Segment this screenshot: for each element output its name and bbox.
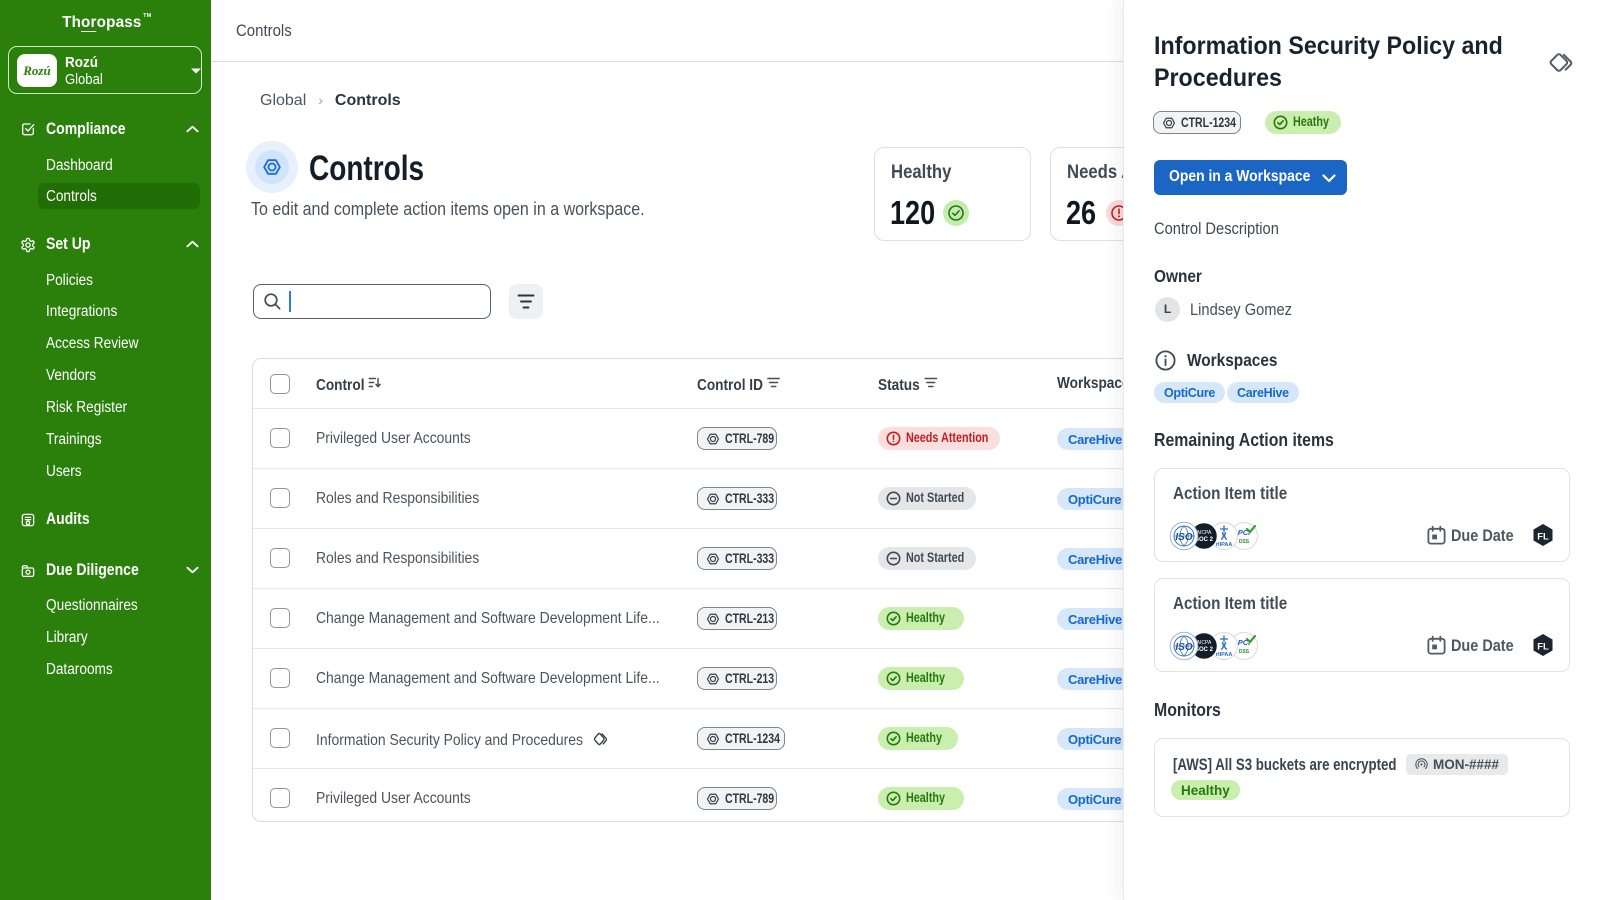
svg-text:HIPAA: HIPAA (1216, 542, 1233, 548)
svg-text:ISO: ISO (1175, 532, 1192, 543)
svg-text:DSS: DSS (1239, 539, 1250, 545)
svg-text:SOC 2: SOC 2 (1195, 537, 1214, 543)
svg-text:AICPA: AICPA (1197, 530, 1212, 536)
svg-text:AICPA: AICPA (1197, 640, 1212, 646)
svg-text:PCI: PCI (1238, 638, 1251, 647)
svg-text:SOC 2: SOC 2 (1195, 647, 1214, 653)
svg-text:PCI: PCI (1238, 528, 1251, 537)
svg-text:FL: FL (1537, 532, 1549, 543)
svg-text:FL: FL (1537, 642, 1549, 653)
svg-text:ISO: ISO (1175, 642, 1192, 653)
svg-text:DSS: DSS (1239, 649, 1250, 655)
svg-text:HIPAA: HIPAA (1216, 652, 1233, 658)
